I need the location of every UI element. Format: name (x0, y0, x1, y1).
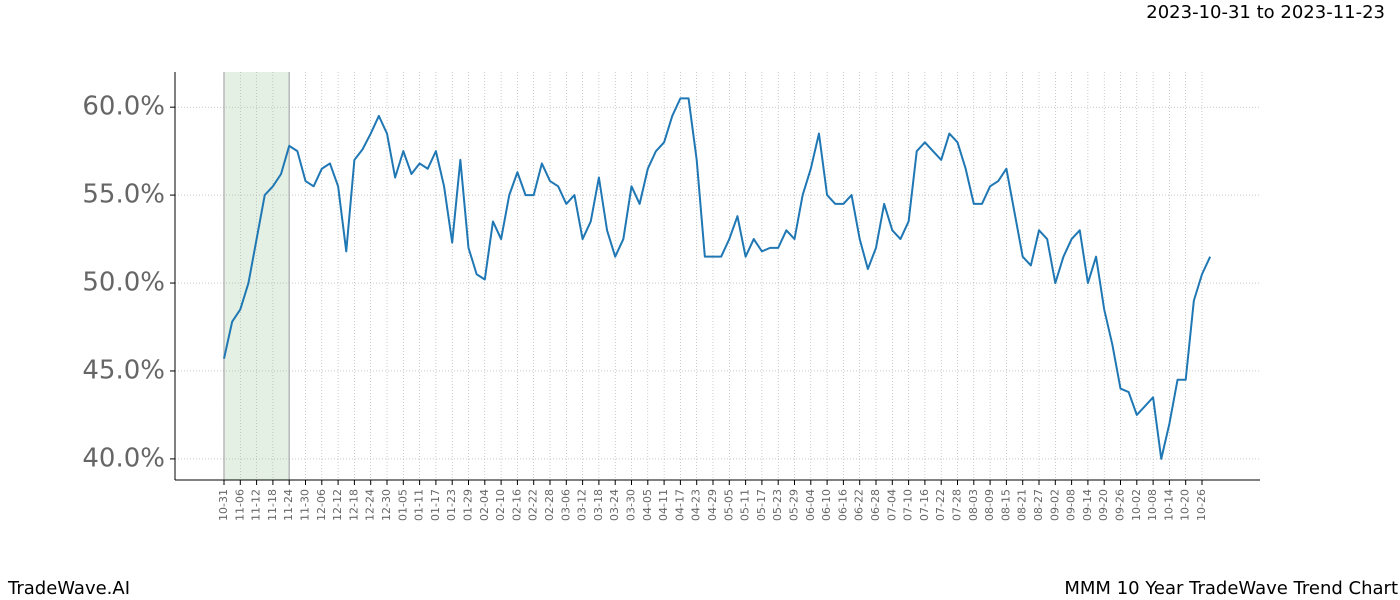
x-tick-label: 07-28 (951, 489, 964, 521)
y-tick-label: 50.0% (82, 268, 165, 298)
x-tick-label: 10-08 (1146, 489, 1159, 521)
x-tick-label: 05-29 (788, 489, 801, 521)
x-tick-label: 12-30 (380, 489, 393, 521)
x-tick-label: 04-17 (673, 489, 686, 521)
brand: TradeWave.AI (7, 578, 130, 599)
x-tick-label: 03-12 (576, 489, 589, 521)
x-tick-label: 01-05 (396, 489, 409, 521)
x-tick-label: 11-06 (233, 489, 246, 521)
x-tick-label: 06-16 (836, 489, 849, 521)
chart-caption: MMM 10 Year TradeWave Trend Chart (1064, 578, 1398, 599)
x-tick-label: 04-23 (690, 489, 703, 521)
x-tick-label: 05-05 (722, 489, 735, 521)
x-tick-label: 09-14 (1081, 489, 1094, 521)
x-tick-label: 01-29 (462, 489, 475, 521)
x-tick-label: 07-04 (885, 489, 898, 521)
x-tick-label: 10-14 (1162, 489, 1175, 521)
y-tick-label: 45.0% (82, 355, 165, 385)
x-tick-label: 08-15 (999, 489, 1012, 521)
x-tick-label: 02-10 (494, 489, 507, 521)
x-tick-label: 02-04 (478, 489, 491, 521)
x-tick-label: 11-12 (250, 489, 263, 521)
x-tick-label: 03-18 (592, 489, 605, 521)
x-tick-label: 12-24 (364, 489, 377, 521)
x-tick-label: 07-22 (934, 489, 947, 521)
x-tick-label: 11-30 (299, 489, 312, 521)
price-line (223, 97, 1212, 460)
date-range: 2023-10-31 to 2023-11-23 (1146, 2, 1385, 23)
x-tick-label: 08-27 (1032, 489, 1045, 521)
x-tick-label: 10-02 (1130, 489, 1143, 521)
x-tick-label: 12-18 (347, 489, 360, 521)
x-tick-label: 06-28 (869, 489, 882, 521)
x-tick-label: 06-22 (853, 489, 866, 521)
x-tick-label: 04-29 (706, 489, 719, 521)
x-tick-label: 02-22 (527, 489, 540, 521)
x-tick-label: 09-26 (1114, 489, 1127, 521)
x-tick-label: 09-02 (1048, 489, 1061, 521)
x-tick-label: 01-17 (429, 489, 442, 521)
x-tick-label: 03-06 (559, 489, 572, 521)
x-tick-label: 10-26 (1195, 489, 1208, 521)
x-tick-label: 03-30 (625, 489, 638, 521)
x-tick-label: 01-11 (413, 489, 426, 521)
x-tick-label: 11-18 (266, 489, 279, 521)
y-tick-label: 60.0% (82, 92, 165, 122)
x-tick-label: 07-16 (918, 489, 931, 521)
x-tick-label: 01-23 (445, 489, 458, 521)
x-tick-label: 02-16 (510, 489, 523, 521)
x-tick-label: 08-03 (967, 489, 980, 521)
x-tick-label: 10-20 (1179, 489, 1192, 521)
x-tick-label: 03-24 (608, 489, 621, 521)
x-tick-label: 12-06 (315, 489, 328, 521)
x-tick-label: 09-20 (1097, 489, 1110, 521)
x-tick-label: 08-21 (1016, 489, 1029, 521)
y-tick-label: 55.0% (82, 180, 165, 210)
x-tick-label: 09-08 (1065, 489, 1078, 521)
x-tick-label: 06-04 (804, 489, 817, 521)
x-tick-label: 10-31 (217, 489, 230, 521)
x-tick-label: 12-12 (331, 489, 344, 521)
x-tick-label: 07-10 (902, 489, 915, 521)
x-tick-label: 06-10 (820, 489, 833, 521)
x-tick-label: 05-17 (755, 489, 768, 521)
x-tick-label: 05-11 (739, 489, 752, 521)
x-tick-label: 11-24 (282, 489, 295, 521)
x-tick-label: 04-11 (657, 489, 670, 521)
x-tick-label: 05-23 (771, 489, 784, 521)
y-tick-label: 40.0% (82, 443, 165, 473)
x-tick-label: 08-09 (983, 489, 996, 521)
x-tick-label: 02-28 (543, 489, 556, 521)
x-tick-label: 04-05 (641, 489, 654, 521)
